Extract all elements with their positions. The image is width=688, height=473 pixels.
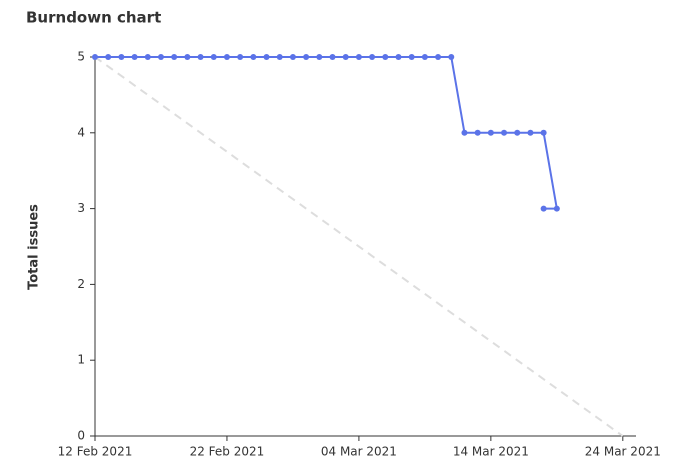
x-tick-label: 04 Mar 2021 (321, 445, 397, 459)
data-point (171, 54, 178, 60)
data-point (329, 54, 336, 60)
y-tick-label: 5 (77, 50, 85, 64)
data-point (474, 129, 481, 136)
y-tick-label: 0 (77, 429, 85, 443)
data-point (276, 54, 283, 60)
data-point (553, 205, 560, 212)
y-tick-label: 3 (77, 201, 85, 215)
y-axis-label: Total issues (27, 204, 42, 290)
data-point (421, 54, 428, 60)
data-point (435, 54, 442, 60)
data-point (316, 54, 323, 60)
data-point (92, 54, 98, 60)
data-point (105, 54, 112, 60)
data-point (303, 54, 310, 60)
data-point (342, 54, 349, 60)
data-point (487, 129, 494, 136)
data-point (540, 205, 547, 212)
ideal-line (94, 56, 624, 437)
data-point (540, 129, 547, 136)
data-point (355, 54, 362, 60)
data-point (197, 54, 204, 60)
data-point (144, 54, 151, 60)
y-tick-label: 2 (77, 277, 85, 291)
data-point (250, 54, 257, 60)
data-point (527, 129, 534, 136)
chart-title: Burndown chart (26, 9, 161, 27)
data-point (237, 54, 244, 60)
data-point (448, 54, 455, 60)
y-tick-label: 4 (77, 125, 85, 139)
data-point (514, 129, 521, 136)
data-point (461, 129, 468, 136)
data-point (501, 129, 508, 136)
data-point (157, 54, 164, 60)
data-point (210, 54, 217, 60)
series-line (95, 56, 559, 210)
data-point (369, 54, 376, 60)
data-point (382, 54, 389, 60)
data-point (408, 54, 415, 60)
x-tick-label: 22 Feb 2021 (190, 445, 265, 459)
data-point (131, 54, 138, 60)
data-point (223, 54, 230, 60)
data-point (118, 54, 125, 60)
data-point (289, 54, 296, 60)
data-point (184, 54, 191, 60)
y-tick-label: 1 (77, 353, 85, 367)
data-point (395, 54, 402, 60)
x-tick-label: 14 Mar 2021 (453, 445, 529, 459)
data-point (263, 54, 270, 60)
x-tick-label: 12 Feb 2021 (58, 445, 133, 459)
x-tick-label: 24 Mar 2021 (585, 445, 661, 459)
